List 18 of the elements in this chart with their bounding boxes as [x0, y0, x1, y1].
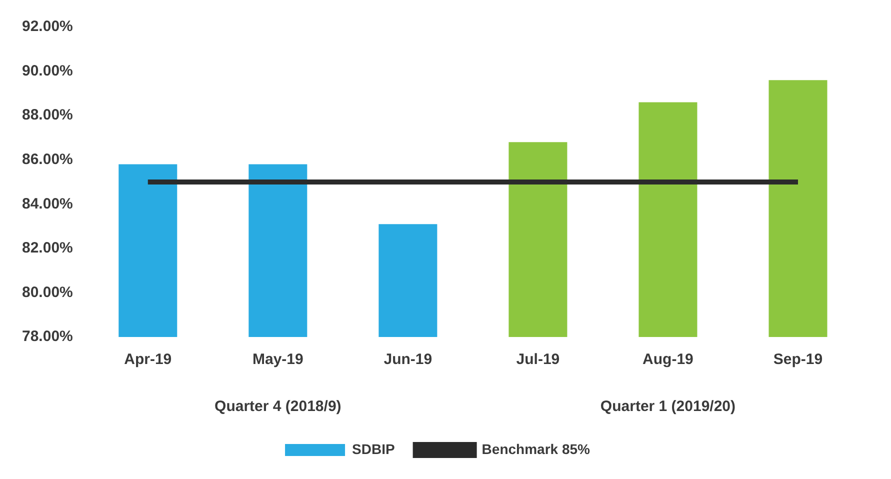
text: Quarter 1 (2019/20) — [600, 398, 736, 416]
x-tick-label: Aug-19 — [642, 351, 694, 368]
y-tick-label: 88.00% — [22, 106, 73, 124]
x-tick-label: May-19 — [252, 351, 304, 368]
x-tick-label: Jul-19 — [516, 351, 560, 368]
text: Quarter 4 (2018/9) — [214, 398, 342, 416]
y-tick-label: 90.00% — [22, 62, 73, 80]
y-tick-label: 82.00% — [22, 240, 73, 257]
legend-label: Benchmark 85% — [482, 440, 591, 457]
y-tick-label: 86.00% — [22, 151, 73, 168]
y-tick-label: 80.00% — [22, 284, 73, 301]
x-tick-label: Sep-19 — [773, 351, 823, 368]
legend-label: SDBIP — [352, 440, 395, 457]
y-tick-label: 92.00% — [22, 18, 73, 36]
x-tick-label: Jun-19 — [384, 351, 432, 368]
y-tick-label: 78.00% — [22, 328, 73, 346]
x-tick-label: Apr-19 — [124, 351, 172, 368]
y-tick-label: 84.00% — [22, 195, 73, 212]
